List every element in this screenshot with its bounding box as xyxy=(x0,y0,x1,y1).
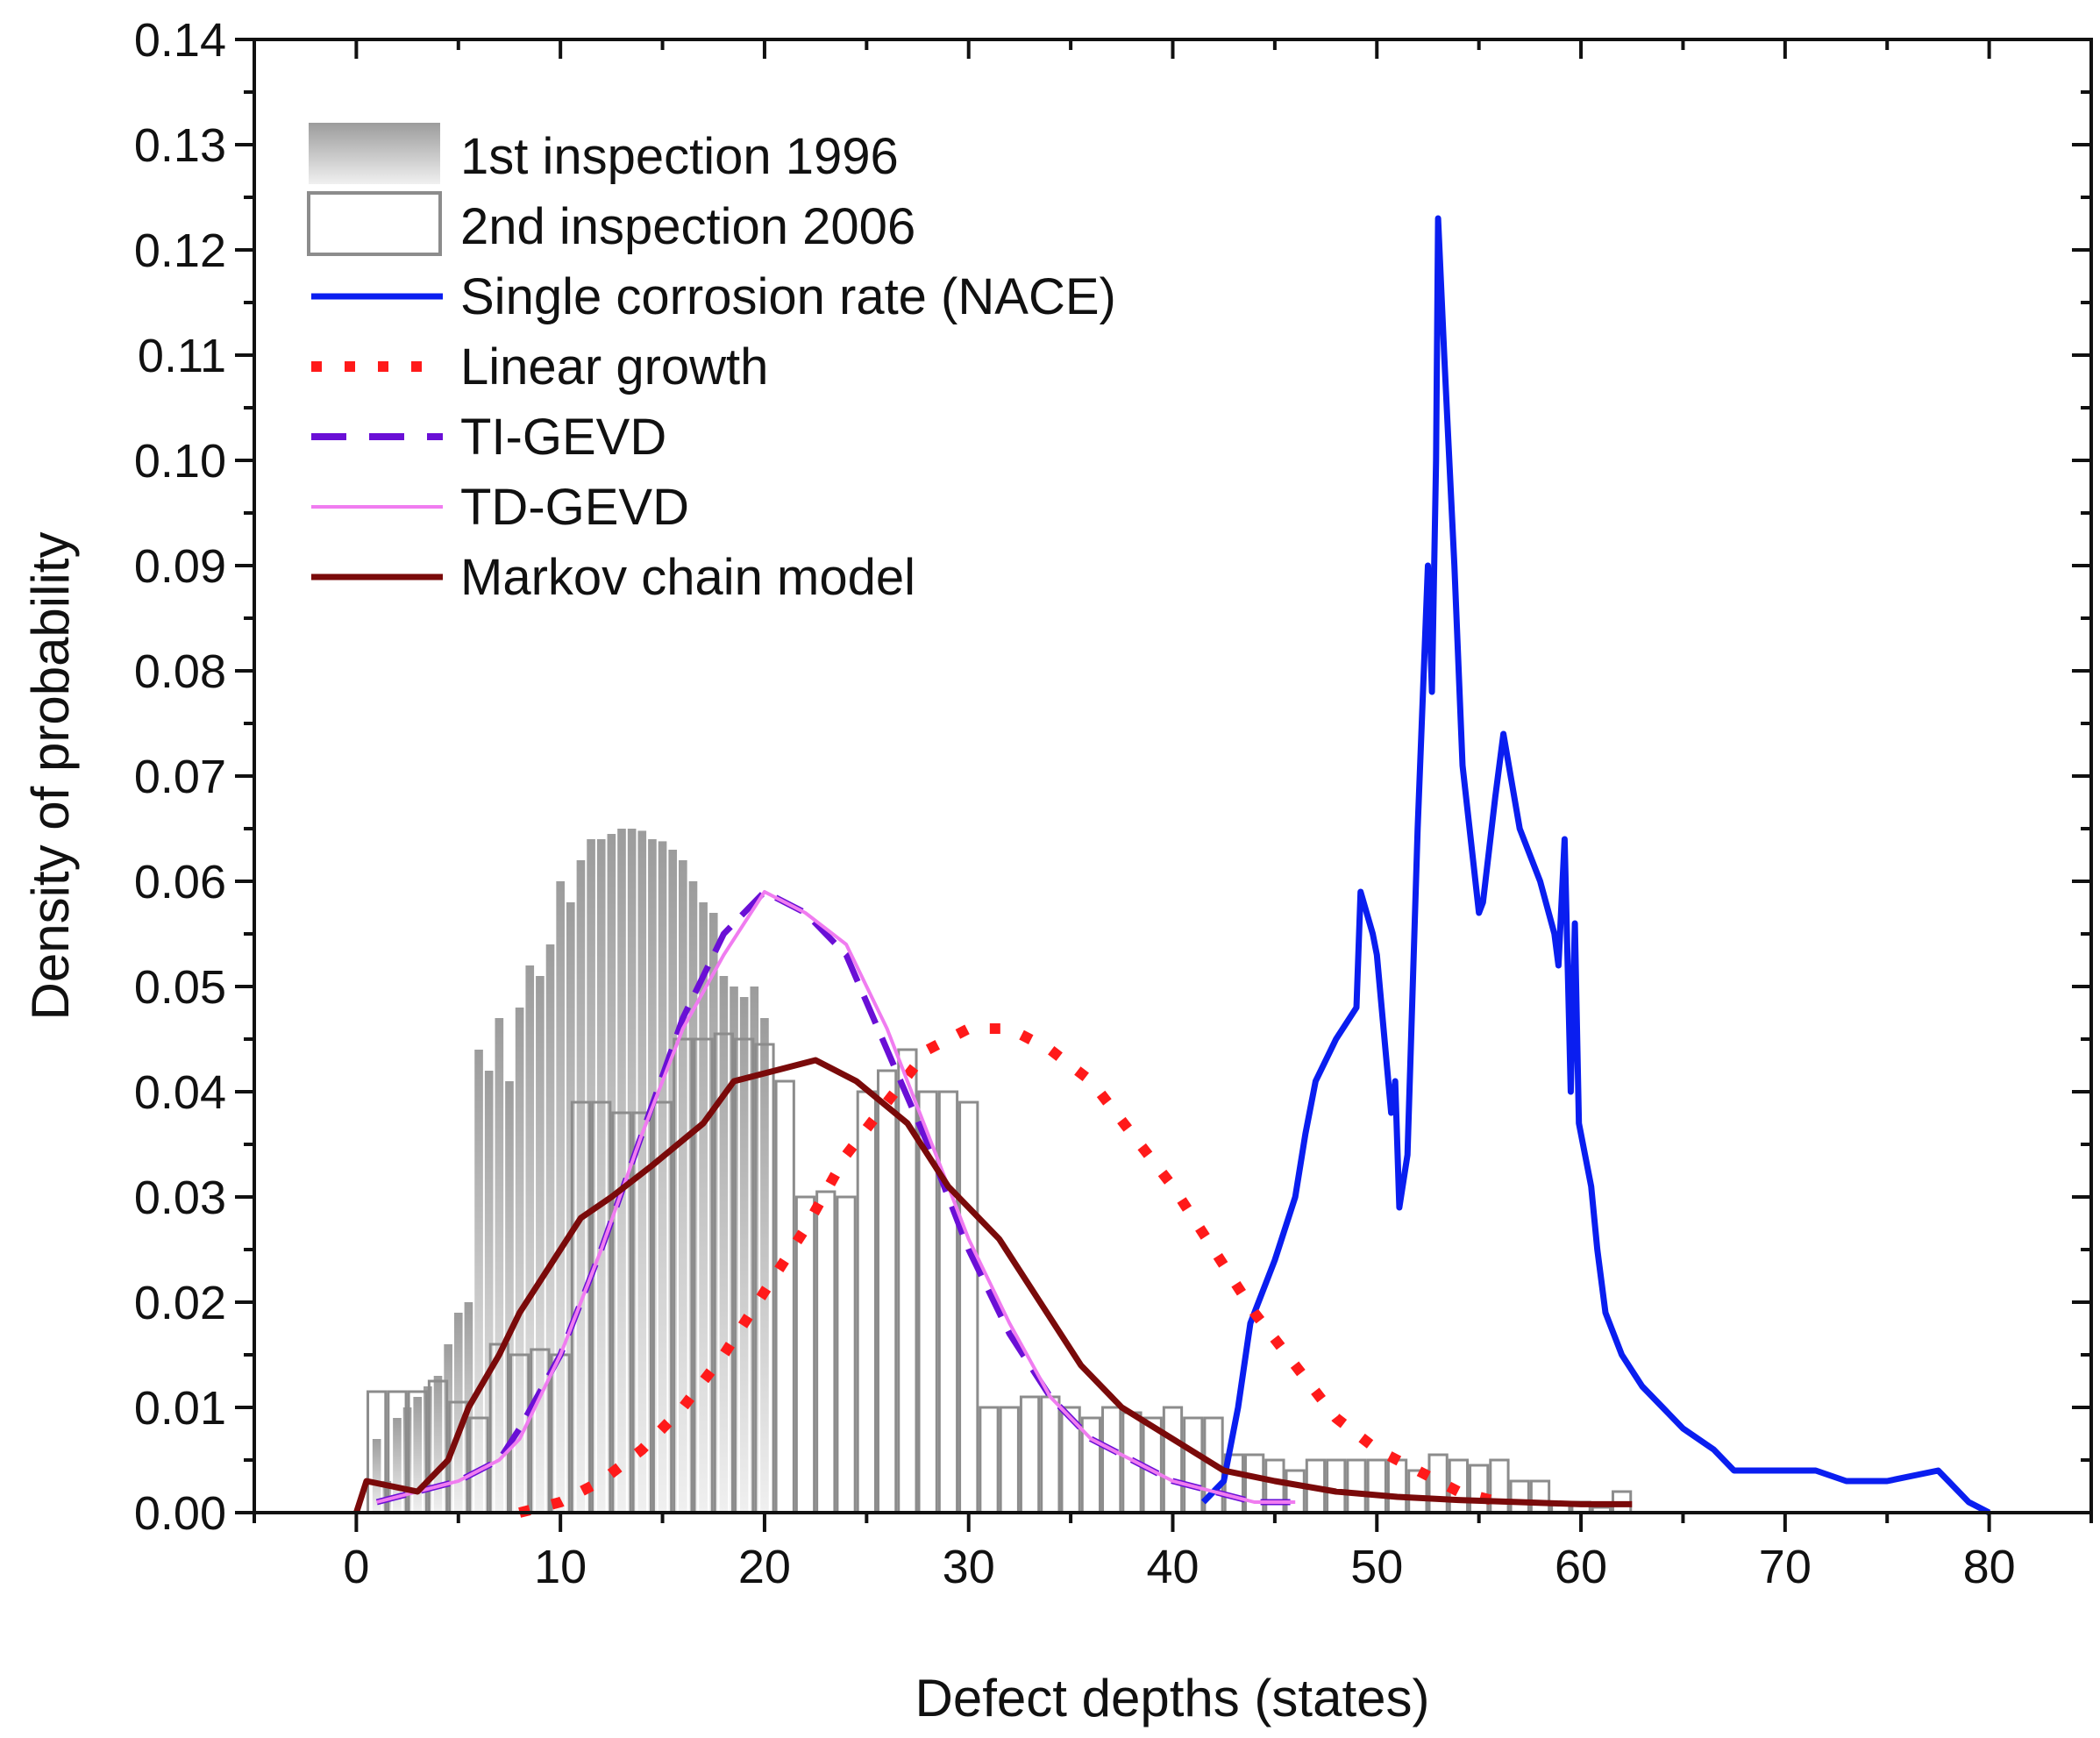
x-tick-label: 60 xyxy=(1555,1541,1607,1593)
hist2-bar-49 xyxy=(1366,1458,1387,1514)
x-axis-ticks: 0 10 20 30 40 50 60 70 80 xyxy=(253,39,2093,1593)
y-tick-label: 0.08 xyxy=(134,645,226,698)
hist1-bar-0 xyxy=(372,1439,381,1513)
hist2-bar-20 xyxy=(774,1079,795,1514)
hist1-bar-17 xyxy=(545,944,555,1513)
hist1-bar-15 xyxy=(525,965,535,1513)
legend-label-5: TD-GEVD xyxy=(460,479,689,536)
x-tick-label: 40 xyxy=(1146,1541,1199,1593)
y-axis-title: Density of probability xyxy=(21,532,80,1021)
hist2-bar-47 xyxy=(1326,1458,1347,1514)
x-tick-label: 50 xyxy=(1350,1541,1403,1593)
series-lines xyxy=(353,215,1991,1518)
y-tick-label: 0.13 xyxy=(134,119,226,172)
hist2-bar-57 xyxy=(1529,1479,1551,1514)
hist1-bar-34 xyxy=(719,976,729,1513)
hist1-bar-19 xyxy=(566,902,575,1513)
hist1-bar-4 xyxy=(413,1397,423,1513)
y-axis-ticks: 0.00 0.01 0.02 0.03 0.04 0.05 0.06 0.07 0.08 0.09… xyxy=(134,14,2091,1540)
x-tick-label: 30 xyxy=(943,1541,995,1593)
y-tick-label: 0.06 xyxy=(134,856,226,908)
hist1-bar-14 xyxy=(515,1008,524,1513)
hist2-bar-54 xyxy=(1469,1464,1490,1514)
hist1-bar-12 xyxy=(495,1018,504,1513)
hist1-bar-30 xyxy=(679,860,687,1513)
y-tick-label: 0.11 xyxy=(138,330,226,382)
hist1-bar-38 xyxy=(760,1018,769,1513)
series-line-linear-growth xyxy=(518,1023,1501,1518)
hist2-bar-32 xyxy=(1019,1395,1041,1514)
hist2-bar-30 xyxy=(979,1406,1000,1514)
hist2-bar-48 xyxy=(1346,1458,1367,1514)
hist1-bar-20 xyxy=(576,860,586,1513)
x-tick-label: 70 xyxy=(1759,1541,1812,1593)
y-tick-label: 0.00 xyxy=(134,1487,226,1540)
hist2-bar-25 xyxy=(876,1069,898,1514)
y-tick-label: 0.04 xyxy=(134,1066,226,1119)
hist1-bar-10 xyxy=(474,1050,483,1513)
hist1-bar-18 xyxy=(556,881,565,1513)
hist2-bar-52 xyxy=(1427,1453,1449,1514)
hist1-bar-25 xyxy=(627,829,637,1513)
legend-label-2: Single corrosion rate (NACE) xyxy=(460,268,1116,325)
hist2-bar-40 xyxy=(1183,1416,1204,1514)
y-tick-label: 0.02 xyxy=(134,1277,226,1329)
hist1-bar-11 xyxy=(484,1071,494,1513)
hist2-bar-23 xyxy=(836,1195,857,1514)
legend-label-3: Linear growth xyxy=(460,338,768,395)
hist1-bar-32 xyxy=(699,902,708,1513)
y-tick-label: 0.07 xyxy=(134,751,226,803)
hist2-bar-21 xyxy=(794,1195,816,1514)
hist2-bar-24 xyxy=(856,1090,877,1514)
hist2-bar-36 xyxy=(1101,1406,1122,1514)
x-tick-label: 80 xyxy=(1963,1541,2016,1593)
series-line-td-gevd xyxy=(376,890,1296,1504)
y-tick-label: 0.09 xyxy=(134,540,226,593)
y-tick-label: 0.14 xyxy=(134,14,226,67)
hist1-bar-6 xyxy=(433,1376,443,1513)
hist1-bar-22 xyxy=(596,839,606,1513)
hist1-bar-28 xyxy=(658,841,667,1513)
legend-label-6: Markov chain model xyxy=(460,549,915,606)
legend-label-4: TI-GEVD xyxy=(460,409,666,466)
hist2-bar-31 xyxy=(999,1406,1020,1514)
hist1-bar-24 xyxy=(617,829,626,1513)
hist1-bar-8 xyxy=(453,1313,463,1513)
y-tick-label: 0.03 xyxy=(134,1172,226,1224)
legend-label-0: 1st inspection 1996 xyxy=(460,128,899,185)
hist2-bar-39 xyxy=(1162,1406,1184,1514)
series-line-markov-chain-model xyxy=(353,1057,1633,1514)
x-tick-label: 10 xyxy=(534,1541,587,1593)
hist2-bar-29 xyxy=(958,1100,979,1514)
x-axis-title: Defect depths (states) xyxy=(915,1669,1430,1727)
hist1-bar-7 xyxy=(444,1344,452,1513)
y-tick-label: 0.05 xyxy=(134,961,226,1014)
hist1-bar-36 xyxy=(739,997,749,1513)
y-tick-label: 0.12 xyxy=(134,224,226,277)
hist1-bar-13 xyxy=(505,1081,514,1513)
y-tick-label: 0.10 xyxy=(134,435,226,488)
hist2-bar-56 xyxy=(1509,1479,1530,1514)
hist2-bar-45 xyxy=(1285,1469,1306,1514)
hist1-bar-16 xyxy=(536,976,545,1513)
legend-swatch-1 xyxy=(307,191,442,256)
hist2-bar-28 xyxy=(937,1090,959,1514)
x-tick-label: 0 xyxy=(343,1541,369,1593)
legend: 1st inspection 1996 2nd inspection 2006 Si… xyxy=(307,123,1116,606)
hist2-bar-50 xyxy=(1386,1458,1408,1514)
hist1-bar-2 xyxy=(393,1418,402,1513)
hist2-bar-55 xyxy=(1489,1458,1510,1514)
series-line-single-corrosion-rate-nace xyxy=(1200,215,1991,1516)
x-tick-label: 20 xyxy=(738,1541,791,1593)
hist2-bar-33 xyxy=(1040,1395,1061,1514)
legend-label-1: 2nd inspection 2006 xyxy=(460,198,915,255)
y-tick-label: 0.01 xyxy=(134,1382,226,1435)
legend-swatch-0 xyxy=(309,123,440,184)
hist2-bar-22 xyxy=(815,1190,836,1514)
